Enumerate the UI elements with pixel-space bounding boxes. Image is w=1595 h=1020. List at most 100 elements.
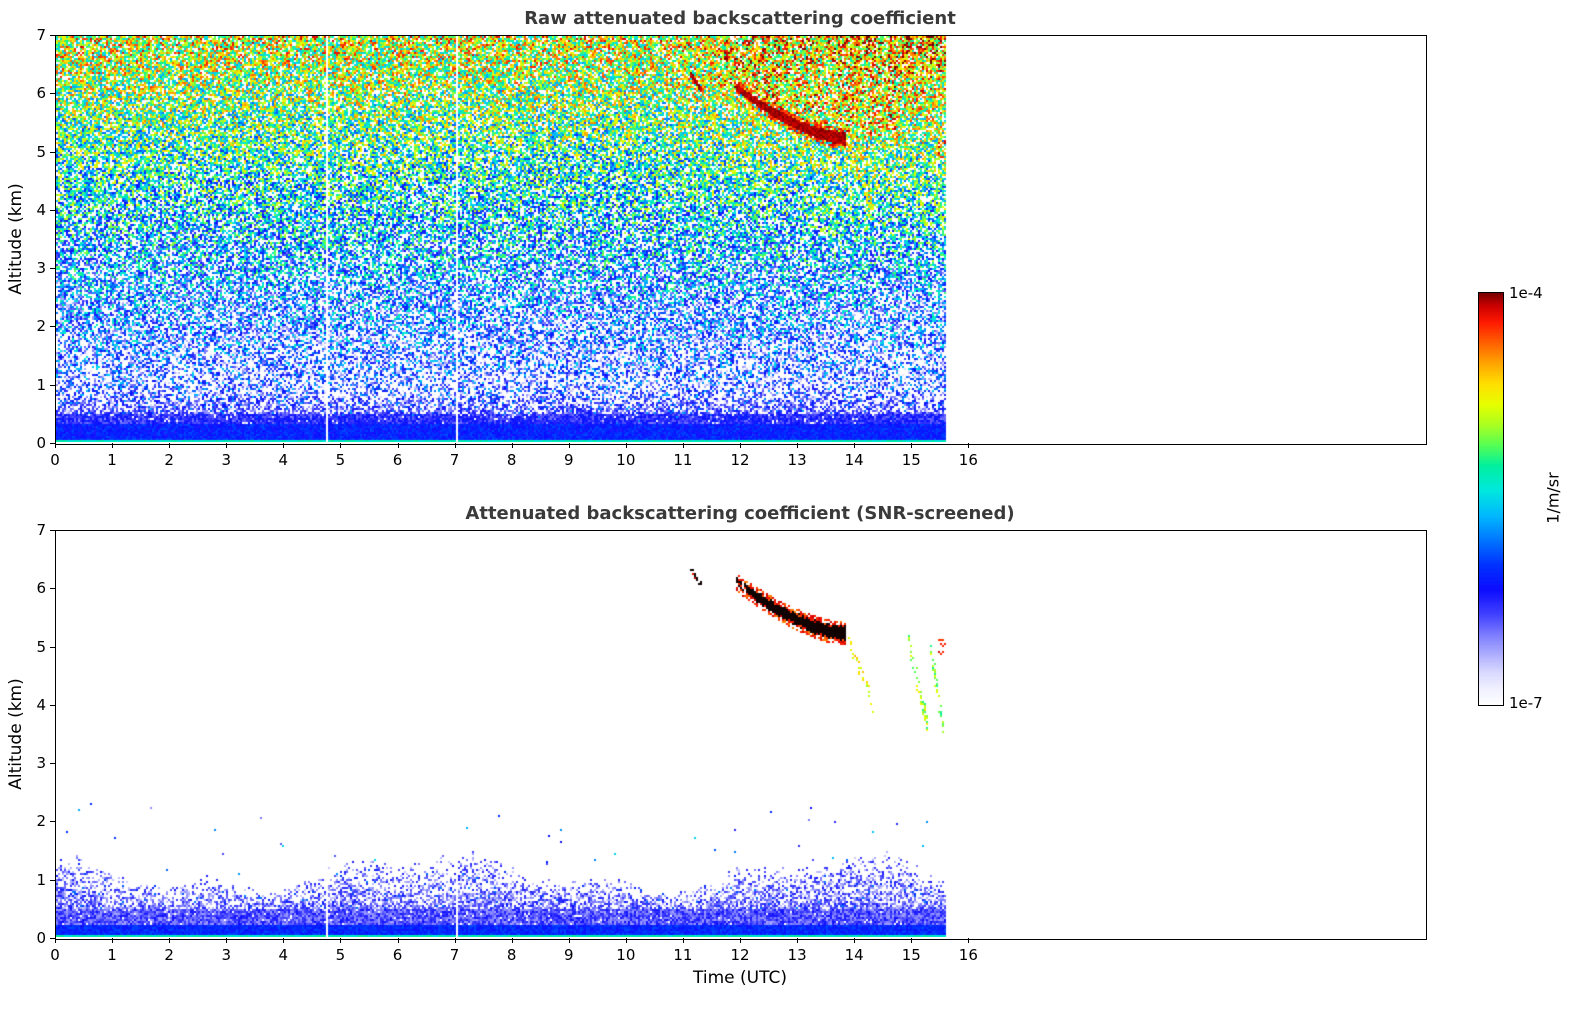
screened-plot-title: Attenuated backscattering coefficient (S… [465, 503, 1015, 524]
x-tick-label: 8 [506, 451, 517, 469]
x-tick-mark [625, 443, 627, 448]
x-tick-label: 13 [787, 946, 807, 964]
raw-backscatter-plot [55, 35, 1427, 445]
x-tick-mark [740, 938, 741, 943]
y-tick-mark [50, 151, 55, 153]
x-tick-mark [397, 443, 399, 448]
x-tick-mark [511, 443, 513, 448]
y-tick-label: 7 [36, 26, 46, 44]
y-tick-label: 6 [36, 84, 46, 103]
time-axis-label: Time (UTC) [693, 968, 787, 988]
x-tick-label: 0 [50, 451, 60, 469]
x-tick-label: 13 [787, 451, 807, 469]
x-tick-label: 4 [278, 451, 289, 469]
x-tick-mark [682, 443, 684, 448]
colorbar [1478, 292, 1504, 706]
x-tick-mark [340, 938, 342, 943]
y-tick-mark [50, 646, 55, 648]
y-tick-mark [50, 268, 55, 270]
x-tick-label: 14 [844, 946, 864, 964]
y-tick-label: 7 [36, 521, 46, 539]
x-tick-mark [568, 443, 570, 448]
y-tick-mark [50, 209, 55, 211]
raw-plot-ylabel: Altitude (km) [6, 183, 26, 295]
x-tick-label: 2 [164, 451, 174, 469]
x-tick-mark [112, 443, 114, 448]
y-tick-mark [50, 588, 55, 590]
y-tick-label: 0 [36, 434, 46, 452]
x-tick-label: 7 [449, 946, 460, 964]
y-tick-mark [50, 530, 55, 531]
x-tick-label: 10 [616, 451, 636, 469]
x-tick-label: 11 [673, 451, 693, 469]
x-tick-mark [625, 938, 627, 943]
y-tick-mark [50, 35, 55, 36]
y-tick-label: 3 [36, 259, 46, 278]
y-tick-label: 2 [36, 317, 46, 336]
x-tick-mark [454, 938, 456, 943]
y-tick-label: 4 [36, 695, 46, 714]
x-tick-mark [682, 938, 684, 943]
y-tick-label: 6 [36, 579, 46, 598]
x-tick-mark [226, 938, 228, 943]
x-tick-mark [169, 443, 171, 448]
x-tick-mark [454, 443, 456, 448]
y-tick-mark [50, 938, 55, 939]
y-tick-mark [50, 384, 55, 386]
x-tick-label: 5 [335, 946, 346, 964]
x-tick-mark [55, 938, 56, 943]
y-tick-mark [50, 326, 55, 328]
x-tick-label: 3 [221, 451, 232, 469]
x-tick-label: 15 [901, 451, 921, 469]
x-tick-label: 3 [221, 946, 232, 964]
y-tick-label: 5 [36, 637, 46, 656]
x-tick-label: 4 [278, 946, 289, 964]
screened-plot-ylabel: Altitude (km) [6, 678, 26, 790]
y-tick-label: 4 [36, 200, 46, 219]
x-tick-label: 5 [335, 451, 346, 469]
colorbar-gradient [1479, 293, 1503, 705]
x-tick-mark [854, 938, 856, 943]
x-tick-mark [112, 938, 114, 943]
x-tick-label: 12 [730, 946, 750, 964]
x-tick-mark [854, 443, 856, 448]
y-tick-mark [50, 879, 55, 881]
y-tick-label: 5 [36, 142, 46, 161]
x-tick-mark [283, 938, 285, 943]
x-tick-label: 15 [901, 946, 921, 964]
x-tick-mark [283, 443, 285, 448]
x-tick-label: 9 [563, 946, 574, 964]
x-tick-mark [397, 938, 399, 943]
x-tick-mark [968, 443, 970, 448]
x-tick-label: 6 [392, 946, 403, 964]
raw-heatmap-canvas [56, 36, 1424, 442]
screened-backscatter-plot [55, 530, 1427, 940]
x-tick-label: 6 [392, 451, 403, 469]
x-tick-label: 7 [449, 451, 460, 469]
x-tick-mark [169, 938, 171, 943]
x-tick-label: 8 [506, 946, 517, 964]
x-tick-label: 0 [50, 946, 60, 964]
x-tick-label: 10 [616, 946, 636, 964]
x-tick-label: 1 [107, 946, 117, 964]
y-tick-mark [50, 763, 55, 765]
colorbar-max-label: 1e-4 [1509, 284, 1543, 302]
y-tick-mark [50, 93, 55, 95]
y-tick-label: 2 [36, 812, 46, 831]
x-tick-mark [568, 938, 570, 943]
x-tick-mark [511, 938, 513, 943]
x-tick-mark [340, 443, 342, 448]
x-tick-label: 16 [958, 451, 978, 469]
colorbar-min-label: 1e-7 [1509, 694, 1543, 712]
raw-plot-title: Raw attenuated backscattering coefficien… [524, 8, 956, 29]
x-tick-label: 11 [673, 946, 693, 964]
y-tick-label: 3 [36, 754, 46, 773]
x-tick-label: 14 [844, 451, 864, 469]
x-tick-mark [797, 443, 799, 448]
x-tick-mark [740, 443, 741, 448]
x-tick-label: 1 [107, 451, 117, 469]
x-tick-mark [911, 443, 913, 448]
x-tick-mark [968, 938, 970, 943]
colorbar-unit-label: 1/m/sr [1543, 472, 1563, 524]
